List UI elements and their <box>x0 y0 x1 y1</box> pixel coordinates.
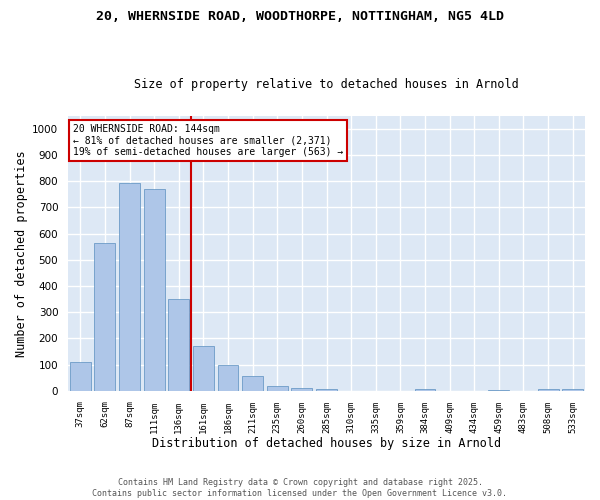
Bar <box>267 386 288 391</box>
Bar <box>144 189 164 391</box>
Title: Size of property relative to detached houses in Arnold: Size of property relative to detached ho… <box>134 78 519 91</box>
X-axis label: Distribution of detached houses by size in Arnold: Distribution of detached houses by size … <box>152 437 501 450</box>
Bar <box>415 389 436 391</box>
Bar <box>488 390 509 391</box>
Bar <box>316 389 337 391</box>
Text: 20, WHERNSIDE ROAD, WOODTHORPE, NOTTINGHAM, NG5 4LD: 20, WHERNSIDE ROAD, WOODTHORPE, NOTTINGH… <box>96 10 504 23</box>
Bar <box>242 376 263 391</box>
Bar <box>538 389 559 391</box>
Bar <box>218 366 238 391</box>
Bar <box>292 388 313 391</box>
Bar <box>70 362 91 391</box>
Y-axis label: Number of detached properties: Number of detached properties <box>15 150 28 356</box>
Text: 20 WHERNSIDE ROAD: 144sqm
← 81% of detached houses are smaller (2,371)
19% of se: 20 WHERNSIDE ROAD: 144sqm ← 81% of detac… <box>73 124 343 157</box>
Text: Contains HM Land Registry data © Crown copyright and database right 2025.
Contai: Contains HM Land Registry data © Crown c… <box>92 478 508 498</box>
Bar <box>562 389 583 391</box>
Bar <box>119 182 140 391</box>
Bar <box>193 346 214 391</box>
Bar <box>169 299 189 391</box>
Bar <box>94 243 115 391</box>
